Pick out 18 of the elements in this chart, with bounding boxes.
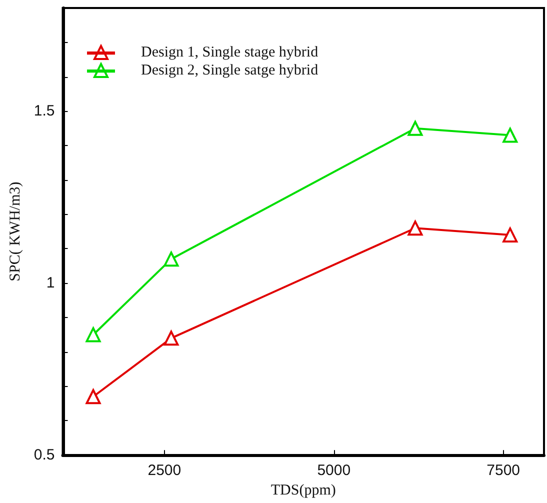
- y-tick-label: 1: [46, 274, 55, 292]
- y-axis-title: SPC( KWH/m3): [8, 182, 24, 282]
- point: [502, 227, 518, 242]
- point: [86, 327, 101, 342]
- legend-label: Design 1, Single stage hybrid: [141, 44, 319, 60]
- legend-label: Design 2, Single satge hybrid: [141, 62, 319, 78]
- point: [408, 220, 423, 236]
- point: [86, 389, 101, 404]
- point: [502, 128, 518, 143]
- point: [408, 120, 423, 136]
- point: [164, 252, 179, 267]
- x-tick-label: 5000: [317, 462, 351, 480]
- y-tick-label: 0.5: [34, 446, 55, 464]
- x-tick-label: 2500: [148, 462, 182, 480]
- point: [164, 330, 179, 346]
- x-tick-label: 7500: [486, 462, 520, 480]
- y-tick-label: 1.5: [34, 102, 55, 120]
- x-axis-title: TDS(ppm): [270, 482, 336, 498]
